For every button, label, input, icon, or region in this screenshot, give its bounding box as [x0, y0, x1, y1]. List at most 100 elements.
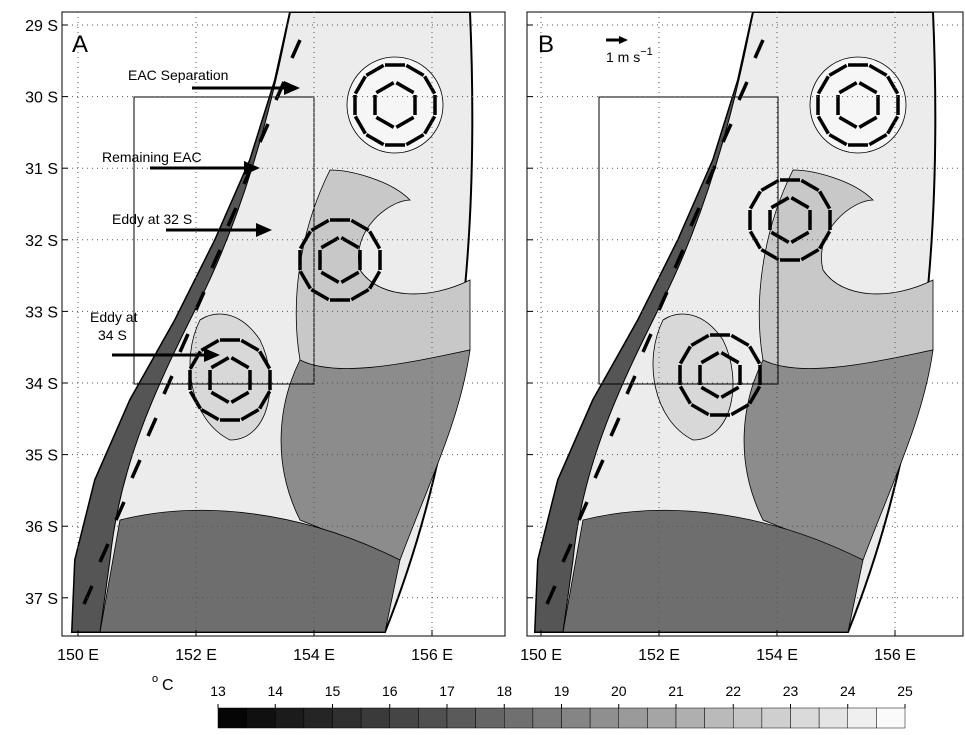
velocity-arrow	[673, 249, 685, 269]
x-tick-label: 154 E	[293, 647, 335, 664]
velocity-arrow	[828, 133, 848, 147]
y-tick-label: 32 S	[25, 233, 58, 250]
velocity-arrow	[730, 403, 750, 417]
velocity-arrow	[210, 390, 230, 404]
colorbar-label: 17	[439, 683, 455, 699]
velocity-arrow	[816, 115, 830, 135]
colorbar-label: 25	[897, 683, 913, 699]
velocity-arrow	[678, 385, 692, 405]
velocity-arrow	[868, 63, 888, 77]
colorbar-label: 23	[783, 683, 799, 699]
colorbar-bin	[761, 707, 791, 729]
velocity-arrow	[240, 408, 260, 422]
colorbar-bin	[475, 707, 505, 729]
velocity-arrow	[353, 75, 367, 95]
colorbar-label: 22	[725, 683, 741, 699]
velocity-arrow	[200, 408, 220, 422]
velocity-arrow	[721, 123, 733, 143]
colorbar-bin	[790, 707, 820, 729]
velocity-arrow	[593, 459, 605, 479]
colorbar-bin	[647, 707, 677, 729]
y-tick-label: 34 S	[25, 376, 58, 393]
velocity-arrow	[770, 230, 790, 244]
velocity-arrow	[423, 115, 437, 135]
velocity-arrow	[405, 63, 425, 77]
velocity-arrow	[258, 123, 270, 143]
y-tick-label: 31 S	[25, 161, 58, 178]
velocity-arrow	[818, 230, 832, 250]
velocity-arrow	[350, 288, 370, 302]
velocity-arrow	[258, 350, 272, 370]
scale-exponent: −1	[640, 46, 653, 58]
velocity-arrow	[310, 288, 330, 302]
velocity-arrow	[700, 351, 720, 365]
colorbar-bin	[246, 707, 276, 729]
colorbar-bin	[675, 707, 705, 729]
colorbar-label: 14	[267, 683, 283, 699]
velocity-arrow	[838, 115, 858, 129]
scale-text: 1 m s	[606, 49, 640, 65]
velocity-arrow	[609, 417, 621, 437]
frame	[61, 11, 506, 637]
velocity-arrow	[368, 230, 382, 250]
velocity-arrow	[240, 338, 260, 352]
annotations: EAC Separation Remaining EAC Eddy at 32 …	[90, 36, 653, 362]
annotation: Eddy at 32 S	[112, 211, 192, 227]
colorbar-bin	[389, 707, 419, 729]
velocity-arrow	[760, 178, 780, 192]
velocity-arrow	[368, 270, 382, 290]
velocity-arrow	[98, 543, 110, 563]
velocity-arrow	[114, 501, 126, 521]
velocity-arrow	[737, 81, 749, 101]
velocity-arrow	[690, 333, 710, 347]
y-tick-label: 35 S	[25, 448, 58, 465]
unit-degree: o	[152, 673, 158, 685]
velocity-arrow	[353, 115, 367, 135]
velocity-arrow	[545, 585, 557, 605]
velocity-arrow	[720, 385, 740, 399]
velocity-arrow	[561, 543, 573, 563]
velocity-arrow	[800, 178, 820, 192]
colorbar-bin	[532, 707, 562, 729]
velocity-arrow	[748, 230, 762, 250]
colorbar-label: 16	[382, 683, 398, 699]
velocity-arrow	[818, 190, 832, 210]
velocity-arrow	[816, 75, 830, 95]
velocity-arrow	[178, 333, 190, 353]
velocity-arrow	[730, 333, 750, 347]
velocity-arrow	[423, 75, 437, 95]
velocity-arrow	[405, 133, 425, 147]
velocity-arrow	[705, 165, 717, 185]
colorbar-bin	[618, 707, 648, 729]
colorbar-bin	[847, 707, 877, 729]
y-tick-label: 37 S	[25, 591, 58, 608]
velocity-arrow	[800, 248, 820, 262]
velocity-arrow	[748, 190, 762, 210]
velocity-arrow	[678, 345, 692, 365]
map-panel-b	[534, 12, 937, 633]
velocity-arrow	[395, 81, 415, 95]
velocity-arrow	[657, 291, 669, 311]
colorbar-label: 15	[325, 683, 341, 699]
colorbar-bin	[332, 707, 362, 729]
velocity-arrow	[838, 81, 858, 95]
x-tick-label: 152 E	[638, 647, 680, 664]
velocity-arrow	[690, 403, 710, 417]
velocity-arrow	[340, 270, 360, 284]
x-tick-label: 156 E	[411, 647, 453, 664]
colorbar-bin	[275, 707, 305, 729]
x-tick-label: 156 E	[874, 647, 916, 664]
velocity-arrow	[340, 236, 360, 250]
colorbar-bin	[818, 707, 848, 729]
velocity-arrow	[188, 390, 202, 410]
velocity-arrow	[886, 75, 900, 95]
velocity-arrow	[320, 236, 340, 250]
velocity-arrow	[858, 81, 878, 95]
annotation: Eddy at	[90, 309, 138, 325]
velocity-arrow	[375, 115, 395, 129]
colorbar-bin	[418, 707, 448, 729]
colorbar-label: 21	[668, 683, 684, 699]
velocity-arrow	[146, 417, 158, 437]
colorbar-label: 19	[554, 683, 570, 699]
colorbar-bin	[446, 707, 476, 729]
